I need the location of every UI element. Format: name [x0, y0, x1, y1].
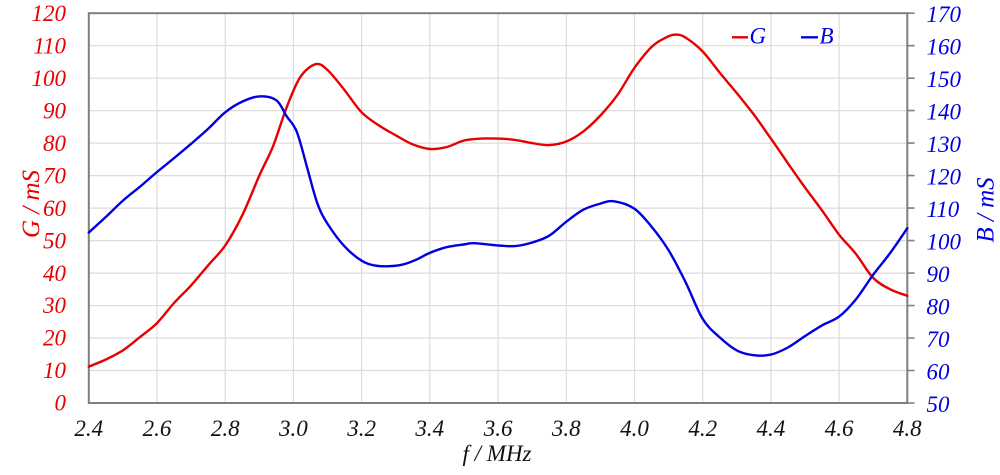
svg-text:3.8: 3.8	[551, 416, 581, 441]
svg-text:70: 70	[927, 327, 951, 352]
svg-text:10: 10	[43, 358, 67, 383]
svg-text:80: 80	[927, 295, 951, 320]
svg-text:20: 20	[43, 326, 67, 351]
svg-text:90: 90	[43, 98, 67, 123]
svg-text:30: 30	[42, 293, 67, 318]
svg-text:100: 100	[32, 66, 67, 91]
svg-text:3.6: 3.6	[483, 416, 513, 441]
svg-text:4.4: 4.4	[757, 416, 786, 441]
svg-text:50: 50	[43, 228, 67, 253]
svg-text:G: G	[750, 24, 767, 49]
svg-text:4.2: 4.2	[688, 416, 717, 441]
svg-text:f / MHz: f / MHz	[463, 441, 532, 466]
svg-text:40: 40	[43, 261, 67, 286]
svg-text:4.8: 4.8	[893, 416, 922, 441]
svg-text:60: 60	[927, 360, 951, 385]
svg-text:160: 160	[927, 35, 962, 60]
svg-text:120: 120	[927, 165, 962, 190]
svg-text:0: 0	[55, 391, 67, 416]
svg-text:4.0: 4.0	[620, 416, 649, 441]
svg-text:4.6: 4.6	[825, 416, 854, 441]
svg-text:140: 140	[927, 100, 962, 125]
svg-text:B / mS: B / mS	[973, 177, 1000, 243]
svg-text:120: 120	[32, 1, 67, 26]
svg-text:80: 80	[43, 131, 67, 156]
svg-text:150: 150	[927, 67, 962, 92]
svg-text:170: 170	[927, 2, 962, 27]
svg-text:2.6: 2.6	[143, 416, 172, 441]
svg-text:110: 110	[33, 33, 66, 58]
svg-text:60: 60	[43, 196, 67, 221]
svg-text:3.4: 3.4	[414, 416, 444, 441]
svg-text:50: 50	[927, 392, 951, 417]
svg-text:3.2: 3.2	[346, 416, 376, 441]
svg-text:G / mS: G / mS	[18, 169, 45, 238]
svg-text:2.4: 2.4	[74, 416, 103, 441]
svg-text:130: 130	[927, 132, 962, 157]
svg-text:70: 70	[43, 163, 67, 188]
svg-text:90: 90	[927, 262, 951, 287]
svg-text:B: B	[820, 24, 834, 49]
svg-text:110: 110	[927, 197, 960, 222]
svg-text:2.8: 2.8	[211, 416, 240, 441]
svg-text:3.0: 3.0	[278, 416, 308, 441]
svg-text:100: 100	[927, 230, 962, 255]
